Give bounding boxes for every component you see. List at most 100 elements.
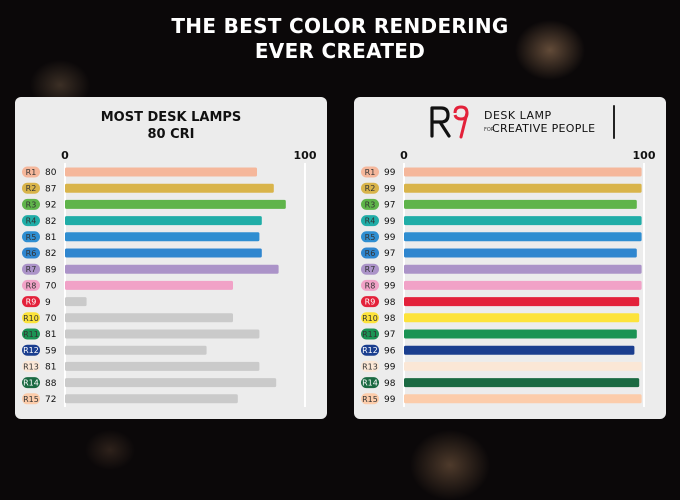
r9-logo-icon bbox=[430, 105, 469, 139]
brand-line-2: CREATIVE PEOPLE bbox=[492, 122, 596, 135]
category-badge bbox=[22, 231, 40, 243]
category-badge bbox=[361, 344, 379, 356]
category-badge bbox=[361, 182, 379, 194]
value-label: 59 bbox=[45, 346, 57, 356]
brand-line-1: DESK LAMP bbox=[484, 109, 552, 122]
category-label: R1 bbox=[26, 168, 37, 177]
category-badge bbox=[361, 166, 379, 178]
bar bbox=[65, 216, 262, 226]
category-badge bbox=[22, 344, 40, 356]
brand-lockup: DESK LAMP FOR CREATIVE PEOPLE bbox=[428, 103, 628, 141]
category-badge bbox=[22, 393, 40, 405]
value-label: 98 bbox=[384, 379, 396, 389]
category-label: R14 bbox=[23, 379, 39, 388]
x-tick-label: 100 bbox=[294, 149, 317, 162]
bar-chart-r9-lamp: 0 100 R1 99 R2 99 R3 97 R4 99 R5 99 R6 97 R7 99 R8 99 R9 98… bbox=[361, 149, 656, 407]
value-label: 99 bbox=[384, 217, 396, 227]
value-label: 88 bbox=[45, 379, 57, 389]
category-label: R8 bbox=[365, 281, 376, 290]
brand-divider bbox=[613, 105, 615, 139]
value-label: 81 bbox=[45, 233, 56, 243]
category-badge bbox=[361, 263, 379, 275]
value-label: 99 bbox=[384, 282, 396, 292]
bar bbox=[65, 313, 233, 323]
category-badge bbox=[361, 328, 379, 340]
category-label: R12 bbox=[362, 346, 378, 355]
category-label: R4 bbox=[365, 217, 376, 226]
category-label: R11 bbox=[23, 330, 39, 339]
category-badge bbox=[22, 360, 40, 372]
category-label: R10 bbox=[23, 314, 39, 323]
bar bbox=[404, 216, 642, 226]
bar bbox=[404, 329, 637, 339]
chart-panel-r9-lamp: DESK LAMP FOR CREATIVE PEOPLE 0 100 R1 99 R2… bbox=[354, 97, 666, 419]
category-label: R11 bbox=[362, 330, 378, 339]
category-badge bbox=[22, 247, 40, 259]
chart-title-line-1: MOST DESK LAMPS bbox=[100, 110, 242, 125]
value-label: 97 bbox=[384, 330, 395, 340]
category-badge bbox=[22, 328, 40, 340]
value-label: 81 bbox=[45, 363, 56, 373]
x-tick-label: 100 bbox=[633, 149, 656, 162]
bar bbox=[65, 378, 277, 388]
bar bbox=[65, 345, 207, 355]
category-badge bbox=[361, 377, 379, 389]
value-label: 99 bbox=[384, 233, 396, 243]
bokeh-light bbox=[85, 430, 135, 470]
bar bbox=[65, 329, 260, 339]
value-label: 99 bbox=[384, 265, 396, 275]
value-label: 99 bbox=[384, 184, 396, 194]
headline: THE BEST COLOR RENDERING EVER CREATED bbox=[0, 14, 680, 64]
category-label: R9 bbox=[365, 298, 376, 307]
bar bbox=[404, 361, 642, 371]
value-label: 72 bbox=[45, 395, 56, 405]
bar bbox=[65, 232, 260, 242]
category-label: R5 bbox=[365, 233, 376, 242]
value-label: 96 bbox=[384, 346, 396, 356]
value-label: 99 bbox=[384, 395, 396, 405]
category-label: R6 bbox=[365, 249, 376, 258]
category-badge bbox=[22, 263, 40, 275]
category-badge bbox=[361, 360, 379, 372]
category-label: R6 bbox=[26, 249, 37, 258]
bar bbox=[404, 280, 642, 290]
bar bbox=[404, 199, 637, 209]
bar bbox=[404, 394, 642, 404]
category-badge bbox=[22, 312, 40, 324]
category-badge bbox=[361, 312, 379, 324]
category-label: R4 bbox=[26, 217, 37, 226]
bar bbox=[404, 378, 640, 388]
bar bbox=[404, 232, 642, 242]
bar bbox=[404, 248, 637, 258]
category-label: R12 bbox=[23, 346, 39, 355]
category-label: R3 bbox=[365, 200, 376, 209]
bar bbox=[404, 183, 642, 193]
value-label: 99 bbox=[384, 168, 396, 178]
bar bbox=[404, 264, 642, 274]
bar bbox=[65, 297, 87, 307]
category-label: R5 bbox=[26, 233, 37, 242]
category-badge bbox=[22, 377, 40, 389]
value-label: 98 bbox=[384, 298, 396, 308]
category-label: R3 bbox=[26, 200, 37, 209]
value-label: 82 bbox=[45, 217, 56, 227]
category-badge bbox=[22, 279, 40, 291]
chart-panel-desk-lamps: MOST DESK LAMPS 80 CRI 0 100 R1 80 R2 87 R3 92 R… bbox=[15, 97, 327, 419]
category-label: R8 bbox=[26, 281, 37, 290]
category-badge bbox=[361, 215, 379, 227]
brand-for: FOR bbox=[484, 127, 495, 133]
category-label: R2 bbox=[365, 184, 376, 193]
headline-line-2: EVER CREATED bbox=[254, 39, 426, 63]
category-label: R14 bbox=[362, 379, 378, 388]
category-label: R13 bbox=[362, 362, 378, 371]
bar bbox=[404, 313, 640, 323]
value-label: 9 bbox=[45, 298, 51, 308]
bar bbox=[404, 167, 642, 177]
bar bbox=[65, 264, 279, 274]
value-label: 87 bbox=[45, 184, 56, 194]
category-label: R13 bbox=[23, 362, 39, 371]
value-label: 89 bbox=[45, 265, 57, 275]
bar bbox=[65, 199, 286, 209]
bar bbox=[65, 394, 238, 404]
